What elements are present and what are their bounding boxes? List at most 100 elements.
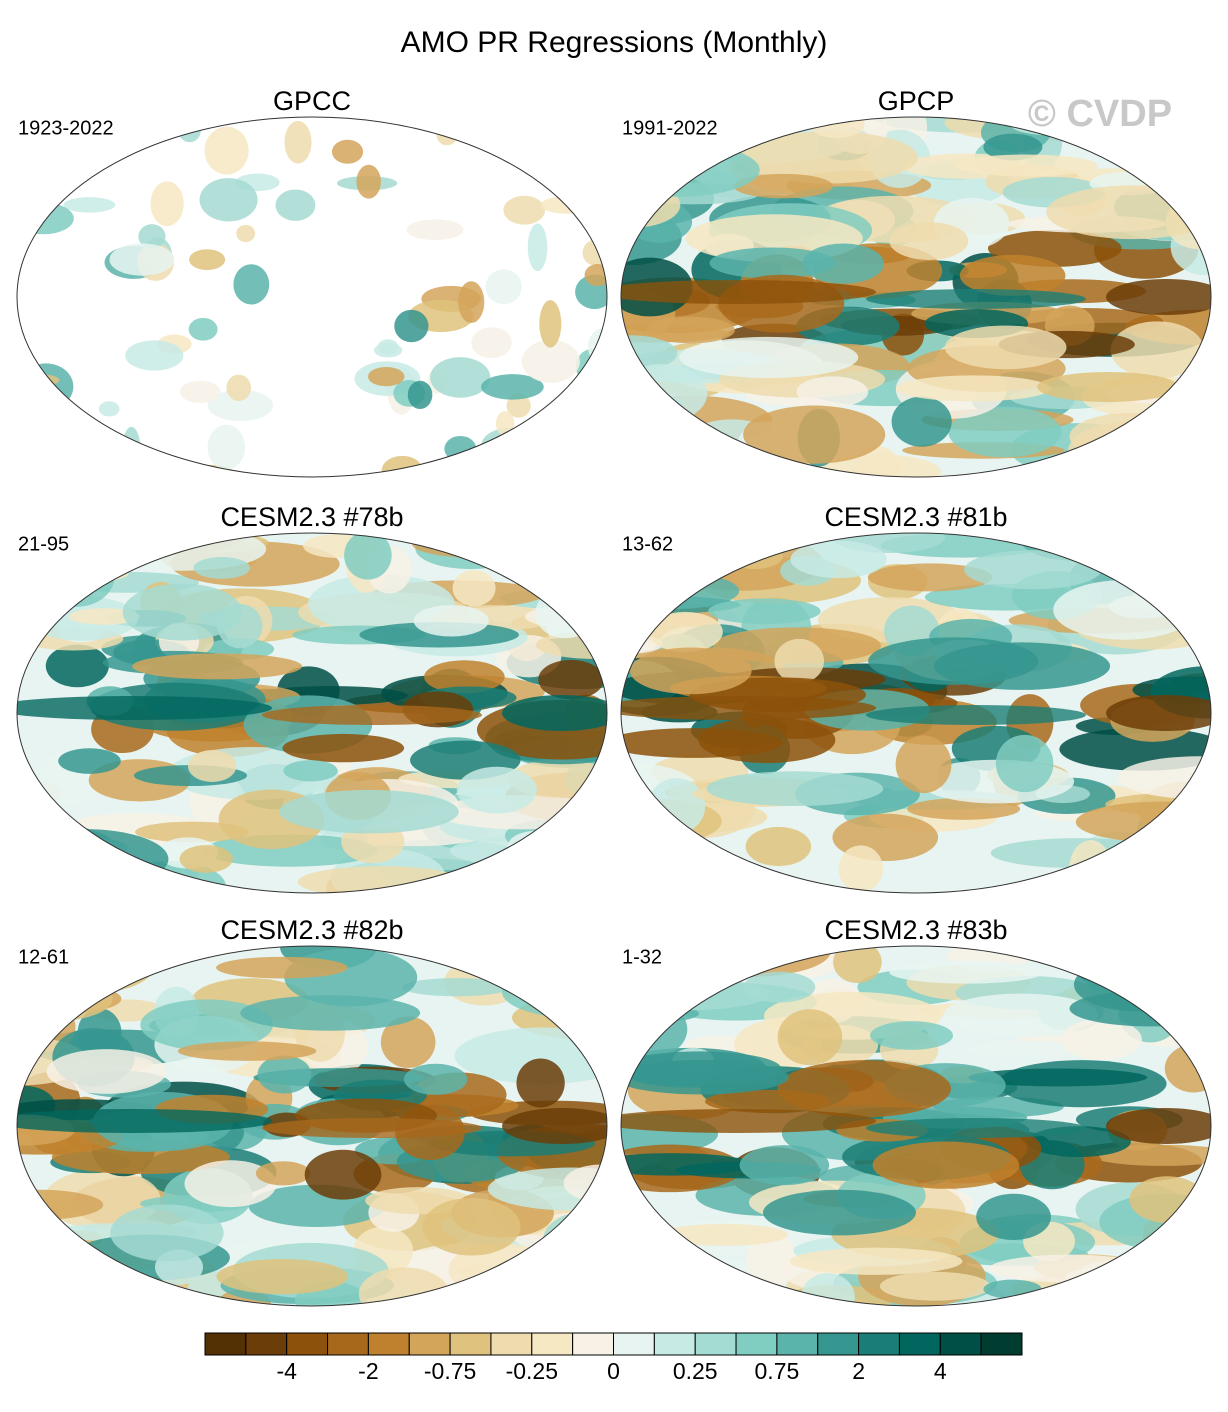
anomaly-patch [647, 316, 735, 344]
anomaly-patch [516, 1058, 565, 1108]
anomaly-patch [647, 611, 723, 652]
anomaly-patch [679, 336, 859, 378]
map-outline [16, 945, 608, 1307]
anomaly-patch [621, 728, 783, 758]
colorbar-box [613, 1332, 655, 1356]
panel-period: 1-32 [622, 946, 662, 968]
anomaly-patch [452, 570, 496, 607]
anomaly-patch [796, 376, 869, 408]
anomaly-patch [188, 317, 218, 341]
equatorial-band [866, 1118, 1086, 1138]
anomaly-patch [868, 637, 1039, 685]
colorbar-label: 0.25 [673, 1358, 718, 1384]
anomaly-patch [539, 300, 562, 348]
anomaly-patch [179, 845, 233, 873]
anomaly-patch [215, 956, 348, 979]
anomaly-patch [132, 653, 303, 680]
anomaly-patch [207, 424, 246, 470]
anomaly-patch [777, 1060, 952, 1118]
anomaly-patch [966, 1040, 1088, 1059]
anomaly-patch [471, 327, 512, 359]
equatorial-band [17, 696, 272, 720]
equatorial-band [621, 280, 876, 304]
anomaly-patch [177, 1041, 317, 1061]
anomaly-patch [407, 380, 433, 410]
anomaly-patch [257, 1055, 312, 1094]
anomaly-patch [63, 197, 116, 213]
anomaly-patch [140, 999, 273, 1051]
anomaly-patch [503, 195, 546, 225]
anomaly-patch [255, 1161, 311, 1186]
anomaly-patch [304, 1149, 382, 1200]
anomaly-patch [538, 659, 604, 700]
anomaly-patch [226, 374, 252, 402]
anomaly-patch [948, 406, 1062, 458]
anomaly-patch [1060, 1019, 1142, 1060]
colorbar-label: 0.75 [755, 1358, 800, 1384]
anomaly-patch [659, 1223, 789, 1246]
anomaly-patch [430, 357, 491, 398]
colorbar-label: -0.75 [424, 1358, 476, 1384]
anomaly-patch [872, 1141, 1020, 1189]
anomaly-patch [867, 563, 993, 592]
anomaly-patch [959, 254, 1066, 297]
anomaly-patch [745, 826, 812, 867]
anomaly-patch [122, 583, 243, 641]
anomaly-patch [109, 243, 175, 276]
equatorial-band [262, 1118, 482, 1138]
colorbar-box [490, 1332, 533, 1356]
anomaly-patch [394, 309, 429, 343]
panel-period: 12-61 [18, 946, 69, 968]
anomaly-patch [236, 224, 256, 243]
anomaly-patch [199, 178, 258, 222]
equatorial-band [1106, 695, 1211, 731]
anomaly-patch [789, 1247, 963, 1275]
panel-period: 1923-2022 [18, 117, 114, 139]
anomaly-patch [377, 339, 399, 355]
anomaly-patch [46, 1049, 167, 1094]
colorbar-box [858, 1332, 900, 1356]
anomaly-patch [1090, 1144, 1211, 1166]
anomaly-patch [995, 734, 1054, 793]
equatorial-band [866, 705, 1086, 725]
equatorial-band [621, 696, 876, 720]
anomaly-patch [889, 960, 1044, 984]
anomaly-patch [356, 164, 381, 199]
anomaly-patch [907, 798, 1021, 820]
equatorial-band [17, 1109, 272, 1133]
colorbar-label: 2 [852, 1358, 865, 1384]
anomaly-patch [204, 126, 249, 175]
anomaly-patch [481, 374, 544, 400]
anomaly-patch [879, 1271, 991, 1301]
equatorial-band [621, 1109, 876, 1133]
anomaly-patch [68, 608, 140, 625]
anomaly-patch [424, 660, 505, 694]
anomaly-patch [968, 1068, 1148, 1087]
colorbar-box [694, 1332, 737, 1356]
anomaly-patch [413, 605, 489, 637]
map-outline [16, 116, 608, 478]
anomaly-patch [233, 264, 270, 305]
anomaly-patch [976, 1193, 1051, 1240]
anomaly-patch [187, 749, 237, 783]
anomaly-patch [743, 971, 816, 1003]
anomaly-patch [184, 1160, 277, 1208]
colorbar-box [286, 1332, 329, 1356]
anomaly-patch [401, 978, 512, 997]
anomaly-patch [944, 325, 1067, 370]
anomaly-patch [774, 638, 825, 684]
anomaly-patch [891, 396, 952, 447]
anomaly-patch [456, 766, 537, 814]
panel-period: 21-95 [18, 533, 69, 555]
equatorial-band [1106, 279, 1211, 315]
anomaly-patch [422, 1197, 521, 1256]
colorbar-box [531, 1332, 574, 1356]
colorbar-box [653, 1332, 696, 1356]
equatorial-band [1106, 1108, 1211, 1144]
anomaly-patch [45, 644, 109, 688]
anomaly-patch [284, 120, 312, 164]
anomaly-patch [125, 340, 184, 371]
anomaly-patch [275, 189, 316, 221]
colorbar-box [980, 1332, 1023, 1356]
panel-period: 13-62 [622, 533, 673, 555]
